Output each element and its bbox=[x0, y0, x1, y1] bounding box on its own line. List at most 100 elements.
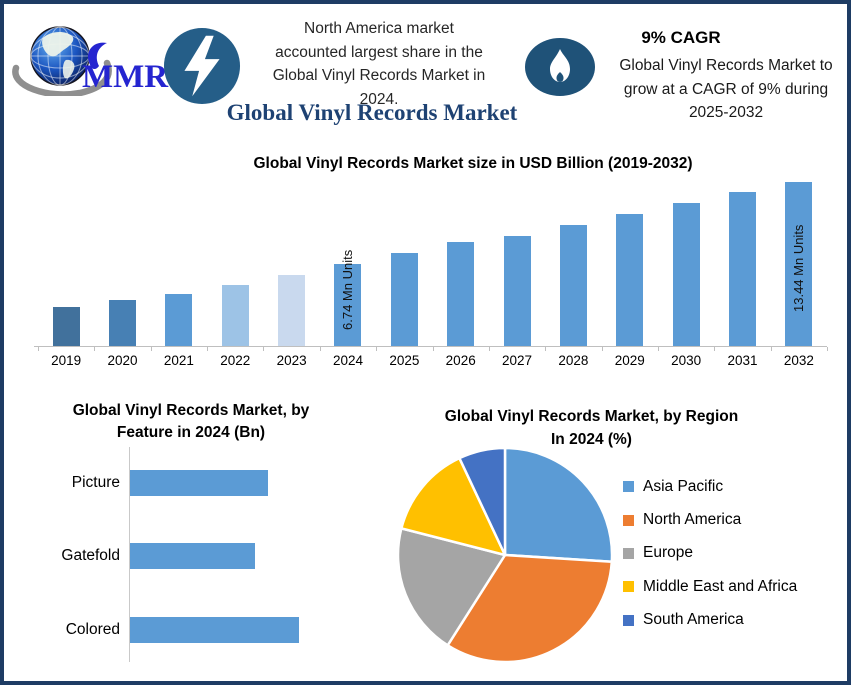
legend-marker bbox=[623, 614, 634, 626]
pie-slice-europe bbox=[396, 527, 507, 647]
axis-tick bbox=[319, 347, 321, 351]
axis-tick bbox=[150, 347, 152, 351]
main-chart-x-labels: 2019 2020 2021 2022 2023 2024 2025 2026 2027 2028… bbox=[38, 353, 827, 368]
bar-slot-2030 bbox=[658, 174, 714, 346]
x-label-2031: 2031 bbox=[727, 353, 758, 368]
x-label-2029: 2029 bbox=[614, 353, 645, 368]
bar-slot-2020 bbox=[94, 174, 150, 346]
x-label-2022: 2022 bbox=[220, 353, 251, 368]
axis-tick bbox=[545, 347, 547, 351]
bar-annotation-2032: 13.44 Mn Units bbox=[790, 224, 806, 312]
legend-marker bbox=[623, 581, 634, 593]
x-label-2028: 2028 bbox=[558, 353, 589, 368]
axis-tick bbox=[207, 347, 209, 351]
legend-marker bbox=[623, 514, 634, 526]
bar-slot-2021 bbox=[151, 174, 207, 346]
feature-label-gatefold: Gatefold bbox=[61, 547, 120, 565]
bar-2025 bbox=[390, 253, 418, 346]
bar-2031 bbox=[728, 192, 756, 346]
bar-2021 bbox=[165, 294, 193, 346]
axis-tick bbox=[432, 347, 434, 351]
bar-slot-2027 bbox=[489, 174, 545, 346]
legend-item-asia-pacific: Asia Pacific bbox=[623, 470, 797, 503]
bar-slot-2025 bbox=[376, 174, 432, 346]
globe-continent-north bbox=[42, 32, 74, 57]
page-title: Global Vinyl Records Market bbox=[226, 100, 518, 125]
feature-bar-picture bbox=[130, 470, 268, 496]
stat-callout: North America market accounted largest s… bbox=[272, 20, 486, 108]
pie-slice-asia-pacific bbox=[503, 446, 614, 563]
bar-slot-2032 bbox=[771, 174, 827, 346]
axis-tick bbox=[714, 347, 716, 351]
legend-label: South America bbox=[643, 611, 744, 629]
feature-bar-colored bbox=[130, 616, 299, 643]
bar-2022 bbox=[221, 285, 249, 346]
flame-icon-notch bbox=[556, 72, 564, 82]
bar-2024 bbox=[334, 264, 362, 346]
x-label-2024: 2024 bbox=[332, 353, 363, 368]
bar-2026 bbox=[447, 242, 475, 346]
axis-tick bbox=[263, 347, 265, 351]
x-label-2020: 2020 bbox=[107, 353, 138, 368]
axis-tick bbox=[827, 347, 828, 351]
feature-label-colored: Colored bbox=[65, 620, 120, 638]
lightning-badge bbox=[163, 27, 241, 105]
bar-slot-2029 bbox=[602, 174, 658, 346]
mmr-logo: MMR bbox=[12, 26, 169, 96]
pie-legend: Asia Pacific North America Europe Middle Ea… bbox=[623, 470, 797, 637]
bar-slot-2019 bbox=[38, 174, 94, 346]
bar-2029 bbox=[616, 214, 644, 346]
main-chart-title: Global Vinyl Records Market size in USD … bbox=[253, 155, 693, 172]
feature-label-picture: Picture bbox=[71, 474, 120, 491]
legend-marker bbox=[623, 547, 634, 559]
main-chart-x-axis bbox=[34, 346, 828, 351]
cagr-body: Global Vinyl Records Market to grow at a… bbox=[619, 57, 833, 121]
legend-item-middle-east-and-africa: Middle East and Africa bbox=[623, 570, 797, 603]
flame-badge bbox=[525, 38, 595, 96]
axis-tick bbox=[601, 347, 603, 351]
axis-tick bbox=[376, 347, 378, 351]
axis-tick bbox=[38, 347, 39, 351]
axis-tick bbox=[770, 347, 772, 351]
x-label-2025: 2025 bbox=[389, 353, 420, 368]
bar-slot-2023 bbox=[263, 174, 319, 346]
bar-2019 bbox=[52, 307, 80, 346]
bar-slot-2022 bbox=[207, 174, 263, 346]
legend-item-europe: Europe bbox=[623, 537, 797, 570]
bar-2020 bbox=[109, 300, 137, 346]
feature-chart-title: Global Vinyl Records Market, by Feature … bbox=[72, 402, 310, 441]
feature-bar-gatefold bbox=[130, 543, 255, 570]
legend-item-north-america: North America bbox=[623, 503, 797, 536]
lightning-icon bbox=[184, 35, 220, 97]
bar-2028 bbox=[559, 225, 587, 346]
bar-2023 bbox=[278, 275, 306, 346]
legend-label: Europe bbox=[643, 544, 693, 562]
legend-label: North America bbox=[643, 511, 742, 529]
main-bar-chart bbox=[38, 174, 827, 346]
globe-continent-south bbox=[62, 59, 75, 79]
logo-text: MMR bbox=[82, 59, 169, 95]
x-label-2027: 2027 bbox=[502, 353, 533, 368]
bar-slot-2031 bbox=[714, 174, 770, 346]
legend-marker bbox=[623, 481, 634, 493]
pie-chart-title: Global Vinyl Records Market, by Region I… bbox=[444, 408, 739, 448]
bar-2030 bbox=[672, 203, 700, 346]
cagr-headline: 9% CAGR bbox=[641, 28, 721, 47]
logo-comma-swoosh bbox=[87, 42, 107, 70]
bar-slot-2026 bbox=[433, 174, 489, 346]
pie-slice-south-america bbox=[458, 446, 507, 557]
legend-label: Middle East and Africa bbox=[643, 577, 798, 595]
region-pie-chart bbox=[396, 446, 614, 664]
bar-slot-2028 bbox=[545, 174, 601, 346]
x-label-2032: 2032 bbox=[783, 353, 814, 368]
feature-chart-axis bbox=[129, 447, 130, 662]
flame-icon bbox=[550, 49, 570, 82]
axis-tick bbox=[94, 347, 96, 351]
pie-slice-middle-east-and-africa bbox=[400, 456, 507, 557]
bar-annotation-2024: 6.74 Mn Units bbox=[340, 249, 355, 330]
bar-2032 bbox=[785, 182, 813, 346]
x-label-2023: 2023 bbox=[276, 353, 307, 368]
logo-swoosh bbox=[12, 59, 112, 96]
bar-slot-2024 bbox=[320, 174, 376, 346]
